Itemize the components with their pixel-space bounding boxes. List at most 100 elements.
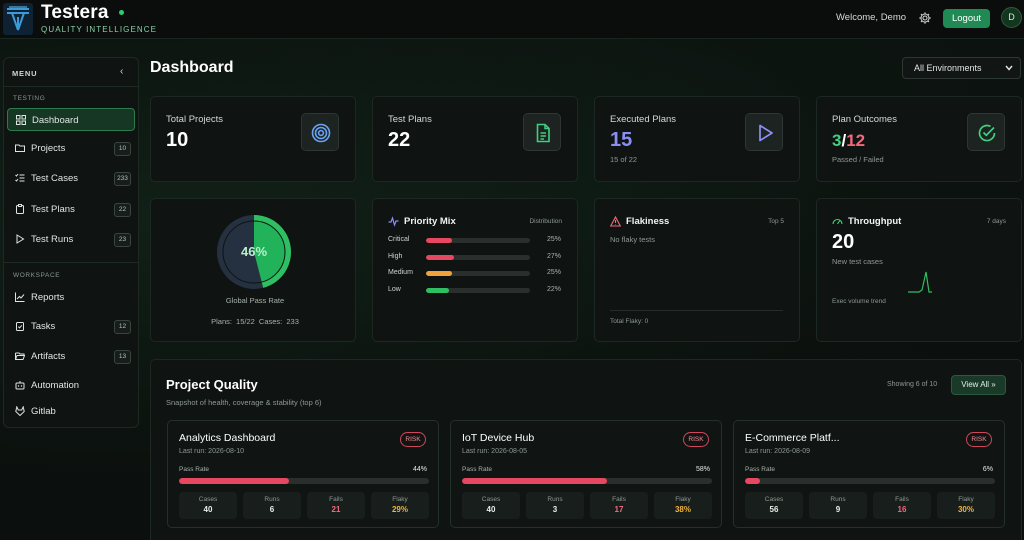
panel-title: Flakiness: [626, 216, 670, 227]
sidebar-item-artifacts[interactable]: Artifacts 13: [7, 345, 135, 368]
sidebar-item-test-cases[interactable]: Test Cases 233: [7, 167, 135, 190]
logout-button[interactable]: Logout: [943, 9, 990, 28]
environment-select[interactable]: All Environments: [902, 57, 1021, 79]
metric-fails: Fails 16: [873, 492, 931, 519]
gear-icon[interactable]: [918, 11, 932, 25]
stat-card-test-plans: Test Plans 22: [372, 96, 578, 182]
sidebar-item-gitlab[interactable]: Gitlab: [7, 400, 135, 423]
count-badge: 23: [114, 233, 131, 247]
pass-rate-label: Pass Rate: [179, 466, 209, 473]
project-card[interactable]: E-Commerce Platf... Last run: 2026-08-09 R…: [733, 420, 1005, 528]
metric-value: 30%: [957, 505, 974, 514]
metric-value: 9: [835, 505, 841, 514]
metric-label: Fails: [329, 496, 343, 503]
pass-rate-percent: 46%: [240, 244, 268, 259]
checklist-icon: [15, 173, 25, 182]
play-icon: [759, 124, 773, 142]
passed-count: 3: [832, 131, 842, 150]
stat-icon-box: [967, 113, 1005, 151]
folder-open-icon: [15, 352, 25, 360]
project-quality-section: Project Quality Snapshot of health, cove…: [150, 359, 1022, 540]
panel-tag: 7 days: [986, 218, 1006, 225]
sidebar-item-reports[interactable]: Reports: [7, 286, 135, 309]
avatar[interactable]: D: [1001, 7, 1022, 28]
priority-bar-track: [426, 287, 530, 293]
metric-value: 16: [897, 505, 907, 514]
brand-tagline: QUALITY INTELLIGENCE: [41, 25, 158, 34]
project-name: IoT Device Hub: [462, 432, 535, 444]
pass-rate-value: 6%: [982, 466, 993, 473]
section-subtitle: Snapshot of health, coverage & stability…: [166, 398, 322, 407]
stat-value: 15: [610, 129, 633, 151]
stat-sub: Passed / Failed: [832, 155, 884, 164]
gauge-icon: [832, 218, 843, 225]
metric-flaky: Flaky 30%: [937, 492, 995, 519]
priority-bar-fill: [426, 271, 452, 276]
metric-label: Fails: [895, 496, 909, 503]
priority-row: Critical 25%: [388, 236, 561, 246]
priority-name: High: [388, 252, 403, 260]
stat-icon-box: [745, 113, 783, 151]
collapse-sidebar-icon[interactable]: ‹: [120, 66, 124, 77]
metric-cases: Cases 40: [179, 492, 237, 519]
brand-logo[interactable]: [3, 3, 33, 35]
folder-icon: [15, 144, 25, 152]
throughput-sub: New test cases: [832, 257, 883, 266]
sidebar-item-test-plans[interactable]: Test Plans 22: [7, 198, 135, 221]
metric-label: Cases: [481, 496, 501, 503]
check-circle-icon: [978, 124, 996, 142]
metric-label: Fails: [612, 496, 626, 503]
chevron-down-icon: [1005, 65, 1013, 71]
pass-rate-card: 46% Global Pass Rate Plans: 15/22 Cases:…: [150, 198, 356, 342]
stat-label: Executed Plans: [610, 114, 677, 125]
flakiness-card: Flakiness Top 5 No flaky tests Total Fla…: [594, 198, 800, 342]
plans-summary: Plans: 15/22: [211, 317, 255, 326]
throughput-value: 20: [832, 231, 855, 253]
trend-sparkline: [908, 271, 932, 293]
top-bar: Testera QUALITY INTELLIGENCE Welcome, De…: [0, 0, 1024, 39]
sidebar-item-projects[interactable]: Projects 10: [7, 137, 135, 160]
view-all-button[interactable]: View All »: [951, 375, 1006, 395]
pass-rate-donut: [217, 215, 291, 289]
risk-badge: RISK: [683, 432, 709, 447]
failed-count: 12: [846, 131, 866, 150]
logo-icon: [7, 6, 29, 31]
cases-summary: Cases: 233: [258, 317, 299, 326]
project-card[interactable]: Analytics Dashboard Last run: 2026-08-10 R…: [167, 420, 439, 528]
pass-rate-bar-fill: [462, 478, 607, 484]
stat-label: Test Plans: [388, 114, 432, 125]
sidebar-item-label: Test Plans: [31, 204, 75, 215]
project-card[interactable]: IoT Device Hub Last run: 2026-08-05 RISK Pa…: [450, 420, 722, 528]
sidebar: MENU ‹ TESTING Dashboard Projects 10 Tes…: [3, 57, 139, 428]
ring-inner-progress: [254, 221, 285, 283]
metric-label: Runs: [264, 496, 280, 503]
metric-fails: Fails 21: [307, 492, 365, 519]
sidebar-item-tasks[interactable]: Tasks 12: [7, 315, 135, 338]
count-badge: 22: [114, 203, 131, 217]
divider: [4, 262, 138, 263]
clipboard-check-icon: [16, 322, 24, 331]
sidebar-item-test-runs[interactable]: Test Runs 23: [7, 228, 135, 251]
line-chart-icon: [15, 292, 25, 302]
sidebar-item-label: Automation: [31, 380, 80, 391]
pass-rate-bar-track: [745, 478, 995, 484]
metric-value: 56: [769, 505, 779, 514]
stat-label: Total Projects: [166, 114, 224, 125]
menu-heading: MENU: [12, 69, 38, 78]
play-icon: [16, 234, 25, 244]
panel-title: Throughput: [848, 216, 902, 227]
priority-name: Medium: [388, 269, 413, 276]
metric-runs: Runs 3: [526, 492, 584, 519]
metric-value: 38%: [674, 505, 691, 514]
count-badge: 233: [114, 172, 131, 186]
metric-value: 21: [331, 505, 341, 514]
flakiness-total: Total Flaky: 0: [610, 318, 649, 325]
sidebar-item-automation[interactable]: Automation: [7, 374, 135, 397]
priority-bar-fill: [426, 287, 449, 293]
pass-rate-bar-fill: [745, 478, 760, 484]
section-label-testing: TESTING: [13, 95, 46, 102]
sidebar-item-dashboard[interactable]: Dashboard: [7, 108, 135, 131]
clipboard-icon: [16, 204, 24, 214]
priority-bar-track: [426, 238, 530, 243]
document-icon: [536, 123, 550, 143]
